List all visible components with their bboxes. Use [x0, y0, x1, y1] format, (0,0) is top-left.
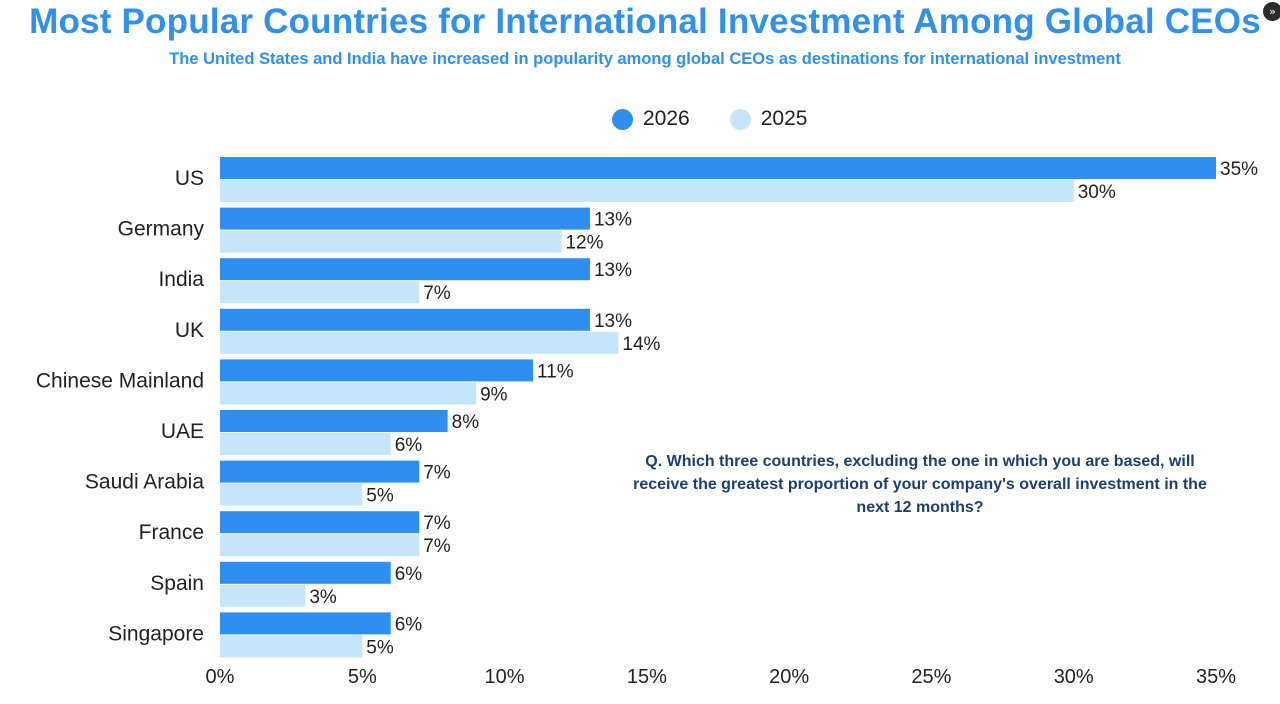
- legend: 2026 2025: [612, 105, 847, 133]
- bar-saudi-arabia-2026: [220, 460, 420, 483]
- value-label-chinese-mainland-2026: 11%: [537, 361, 574, 382]
- value-label-france-2025: 7%: [423, 536, 451, 557]
- bar-france-2025: [220, 534, 420, 557]
- bar-chinese-mainland-2025: [220, 382, 477, 405]
- bar-saudi-arabia-2025: [220, 483, 363, 506]
- value-label-uae-2026: 8%: [452, 412, 480, 433]
- value-label-chinese-mainland-2025: 9%: [480, 384, 508, 405]
- value-label-uae-2025: 6%: [395, 435, 423, 456]
- value-label-spain-2026: 6%: [395, 564, 423, 585]
- bar-uk-2025: [220, 331, 619, 354]
- value-label-saudi-arabia-2025: 5%: [366, 486, 394, 507]
- value-label-india-2026: 13%: [594, 260, 632, 281]
- bar-singapore-2025: [220, 635, 363, 658]
- legend-swatch-2025: [729, 108, 751, 130]
- category-label-india: India: [158, 268, 204, 291]
- value-label-singapore-2026: 6%: [395, 614, 423, 635]
- category-label-uk: UK: [175, 319, 204, 342]
- x-tick-label: 15%: [627, 666, 667, 688]
- value-label-us-2026: 35%: [1220, 159, 1258, 180]
- legend-item-2025: 2025: [729, 107, 808, 131]
- x-tick-label: 20%: [769, 666, 809, 688]
- chart-title: Most Popular Countries for International…: [29, 2, 1261, 41]
- x-tick-label: 0%: [206, 666, 235, 688]
- value-label-singapore-2025: 5%: [366, 637, 394, 658]
- legend-label-2025: 2025: [760, 107, 808, 130]
- chart-subtitle: The United States and India have increas…: [169, 50, 1121, 68]
- x-tick-label: 25%: [911, 666, 951, 688]
- bar-uk-2026: [220, 308, 590, 331]
- bar-spain-2026: [220, 561, 391, 584]
- value-label-uk-2026: 13%: [594, 311, 632, 332]
- x-tick-label: 5%: [348, 666, 377, 688]
- value-label-saudi-arabia-2026: 7%: [423, 463, 451, 484]
- value-label-us-2025: 30%: [1078, 182, 1116, 203]
- double-chevron-icon[interactable]: »: [1263, 2, 1280, 21]
- bar-us-2026: [220, 157, 1216, 179]
- bar-india-2025: [220, 281, 420, 304]
- category-label-saudi-arabia: Saudi Arabia: [85, 471, 204, 494]
- survey-question-annotation: Q. Which three countries, excluding the …: [633, 453, 1207, 516]
- value-label-spain-2025: 3%: [309, 587, 337, 608]
- value-label-india-2025: 7%: [423, 283, 451, 304]
- bar-france-2026: [220, 511, 420, 534]
- category-label-spain: Spain: [150, 572, 204, 595]
- category-label-uae: UAE: [161, 420, 204, 443]
- value-label-france-2026: 7%: [423, 513, 451, 534]
- x-tick-label: 10%: [485, 666, 525, 688]
- bar-germany-2025: [220, 230, 562, 253]
- legend-label-2026: 2026: [643, 107, 690, 130]
- bar-singapore-2026: [220, 612, 391, 635]
- x-tick-label: 35%: [1196, 666, 1236, 688]
- value-label-germany-2025: 12%: [565, 233, 603, 254]
- category-label-chinese-mainland: Chinese Mainland: [36, 369, 204, 392]
- category-label-france: France: [139, 521, 204, 544]
- category-label-singapore: Singapore: [108, 622, 204, 645]
- value-label-uk-2025: 14%: [622, 334, 660, 355]
- bar-chinese-mainland-2026: [220, 359, 534, 382]
- bar-uae-2025: [220, 433, 391, 455]
- bar-spain-2025: [220, 584, 306, 607]
- legend-item-2026: 2026: [612, 107, 690, 131]
- bar-india-2026: [220, 258, 590, 281]
- value-label-germany-2026: 13%: [594, 210, 632, 231]
- bar-uae-2026: [220, 410, 448, 432]
- x-tick-label: 30%: [1054, 666, 1094, 688]
- bar-germany-2026: [220, 207, 590, 230]
- category-label-us: US: [175, 167, 204, 190]
- legend-swatch-2026: [612, 108, 633, 130]
- bar-us-2025: [220, 180, 1074, 202]
- category-label-germany: Germany: [118, 218, 205, 241]
